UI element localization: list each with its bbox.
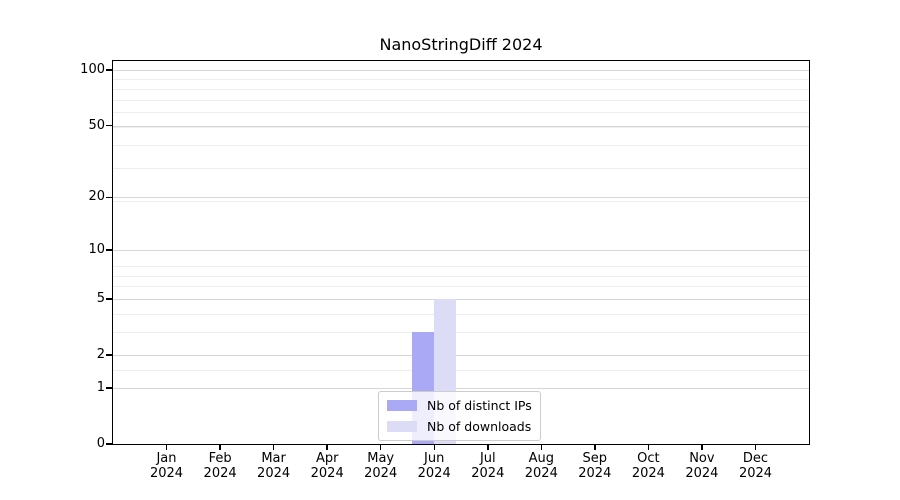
y-tick-mark — [106, 298, 112, 300]
minor-gridline — [113, 369, 809, 371]
x-tick-label-feb-2024: Feb 2024 — [188, 451, 252, 481]
y-tick-mark — [106, 196, 112, 199]
x-tick-year: 2024 — [417, 466, 451, 481]
legend-swatch-distinct-ips — [387, 400, 417, 411]
minor-gridline — [113, 79, 809, 81]
y-tick-label-10: 10 — [88, 241, 105, 257]
x-tick-month: Aug — [528, 451, 554, 466]
minor-gridline — [113, 112, 809, 114]
y-tick-mark — [106, 443, 112, 445]
x-tick-month: Jun — [424, 451, 445, 466]
minor-gridline — [113, 168, 809, 170]
x-tick-label-may-2024: May 2024 — [349, 451, 413, 481]
major-gridline-20 — [113, 197, 809, 199]
x-tick-month: Dec — [742, 451, 769, 466]
x-tick-mark — [701, 444, 703, 450]
x-tick-mark — [487, 444, 489, 450]
x-tick-label-oct-2024: Oct 2024 — [616, 451, 680, 481]
minor-gridline — [113, 275, 809, 277]
plot-frame — [112, 60, 810, 445]
minor-gridline — [113, 201, 809, 203]
y-tick-label-20: 20 — [88, 189, 105, 205]
x-tick-month: Nov — [689, 451, 715, 466]
minor-gridline — [113, 89, 809, 90]
y-tick-mark — [106, 249, 112, 251]
x-tick-mark — [754, 444, 757, 450]
x-tick-mark — [594, 444, 596, 450]
y-tick-mark — [106, 354, 112, 356]
x-tick-mark — [540, 444, 543, 450]
y-tick-label-1: 1 — [96, 379, 105, 395]
x-tick-month: Jan — [156, 451, 177, 466]
x-tick-label-jul-2024: Jul 2024 — [456, 451, 520, 481]
legend: Nb of distinct IPs Nb of downloads — [378, 391, 541, 441]
x-tick-year: 2024 — [364, 466, 398, 481]
y-tick-mark — [106, 124, 112, 127]
y-tick-label-5: 5 — [96, 290, 105, 306]
legend-entry-downloads: Nb of downloads — [387, 419, 532, 434]
x-tick-mark — [219, 444, 221, 450]
x-tick-year: 2024 — [578, 466, 612, 481]
major-gridline-5 — [113, 298, 809, 300]
x-tick-mark — [647, 444, 650, 450]
x-tick-mark — [379, 444, 382, 450]
minor-gridline — [113, 127, 809, 129]
minor-gridline — [113, 331, 809, 333]
major-gridline-10 — [113, 249, 809, 251]
x-tick-year: 2024 — [471, 466, 505, 481]
x-tick-year: 2024 — [631, 466, 665, 481]
chart-title: NanoStringDiff 2024 — [379, 35, 543, 54]
x-tick-month: Sep — [582, 451, 608, 466]
x-tick-label-jun-2024: Jun 2024 — [402, 451, 466, 481]
x-tick-year: 2024 — [203, 466, 237, 481]
x-tick-label-nov-2024: Nov 2024 — [670, 451, 734, 481]
x-tick-month: Feb — [208, 451, 232, 466]
minor-gridline — [113, 286, 809, 288]
x-tick-label-sep-2024: Sep 2024 — [563, 451, 627, 481]
x-tick-month: Apr — [315, 451, 339, 466]
minor-gridline — [113, 313, 809, 315]
x-tick-year: 2024 — [738, 466, 773, 481]
minor-gridline — [113, 266, 809, 267]
x-tick-year: 2024 — [257, 466, 291, 481]
x-tick-month: Oct — [637, 451, 660, 466]
x-tick-mark — [165, 444, 168, 450]
y-tick-label-100: 100 — [80, 62, 105, 78]
minor-gridline — [113, 99, 809, 101]
x-tick-label-jan-2024: Jan 2024 — [135, 451, 199, 481]
x-tick-month: May — [367, 451, 395, 466]
legend-label-downloads: Nb of downloads — [427, 419, 532, 434]
x-tick-year: 2024 — [685, 466, 719, 481]
major-gridline-50 — [113, 125, 809, 127]
y-tick-mark — [106, 69, 112, 71]
major-gridline-100 — [113, 70, 809, 72]
y-tick-label-50: 50 — [88, 117, 105, 133]
y-tick-mark — [106, 387, 112, 389]
legend-swatch-downloads — [387, 421, 417, 432]
x-tick-label-mar-2024: Mar 2024 — [242, 451, 306, 481]
legend-label-distinct-ips: Nb of distinct IPs — [427, 398, 532, 413]
major-gridline-1 — [113, 387, 809, 389]
x-tick-mark — [272, 444, 275, 450]
x-tick-label-aug-2024: Aug 2024 — [509, 451, 573, 481]
x-tick-year: 2024 — [149, 466, 184, 481]
x-tick-label-dec-2024: Dec 2024 — [724, 451, 788, 481]
x-tick-label-apr-2024: Apr 2024 — [295, 451, 359, 481]
x-tick-year: 2024 — [310, 466, 344, 481]
x-tick-month: Mar — [261, 451, 286, 466]
y-tick-label-2: 2 — [96, 347, 105, 362]
x-tick-mark — [433, 444, 435, 450]
legend-entry-distinct-ips: Nb of distinct IPs — [387, 398, 532, 413]
x-tick-mark — [326, 444, 328, 450]
minor-gridline — [113, 145, 809, 147]
y-tick-label-0: 0 — [96, 436, 105, 451]
major-gridline-2 — [113, 355, 809, 356]
x-tick-month: Jul — [479, 451, 496, 466]
x-tick-year: 2024 — [524, 466, 558, 481]
